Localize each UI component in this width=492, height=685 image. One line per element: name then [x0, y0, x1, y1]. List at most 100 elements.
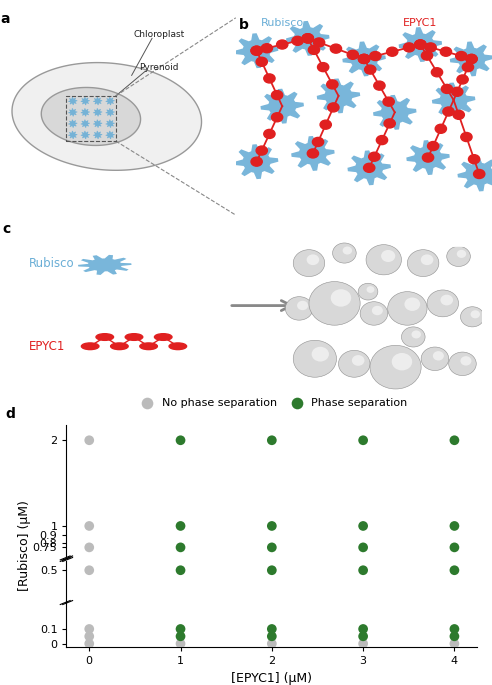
- Polygon shape: [235, 34, 278, 68]
- Circle shape: [452, 87, 463, 97]
- Circle shape: [264, 129, 275, 138]
- Polygon shape: [106, 97, 115, 105]
- Point: [451, 623, 459, 634]
- Text: [Rubisco] (μM): [Rubisco] (μM): [18, 500, 31, 591]
- Circle shape: [313, 38, 325, 47]
- Polygon shape: [81, 108, 90, 116]
- Circle shape: [359, 54, 369, 64]
- Polygon shape: [68, 131, 77, 139]
- Circle shape: [342, 247, 352, 255]
- Polygon shape: [68, 120, 77, 128]
- Circle shape: [140, 343, 157, 349]
- Circle shape: [308, 149, 318, 158]
- Circle shape: [468, 155, 480, 164]
- Circle shape: [317, 62, 329, 72]
- Polygon shape: [399, 27, 442, 62]
- Circle shape: [369, 51, 381, 60]
- Text: EPYC1: EPYC1: [403, 18, 437, 28]
- Polygon shape: [68, 97, 77, 105]
- Polygon shape: [93, 97, 102, 105]
- Polygon shape: [291, 136, 335, 171]
- Polygon shape: [406, 140, 450, 175]
- Circle shape: [312, 138, 324, 147]
- Circle shape: [461, 356, 471, 366]
- Point: [359, 435, 367, 446]
- Circle shape: [388, 292, 427, 325]
- Point: [177, 564, 184, 575]
- Circle shape: [372, 306, 383, 315]
- Polygon shape: [347, 151, 391, 186]
- Circle shape: [401, 327, 425, 347]
- Circle shape: [443, 107, 454, 116]
- Circle shape: [365, 65, 376, 74]
- Text: Chloroplast: Chloroplast: [133, 29, 184, 39]
- Circle shape: [111, 343, 128, 349]
- Circle shape: [320, 120, 331, 129]
- Circle shape: [347, 50, 359, 60]
- Circle shape: [381, 250, 395, 262]
- Circle shape: [308, 45, 320, 54]
- Circle shape: [169, 343, 186, 349]
- Point: [85, 435, 93, 446]
- Circle shape: [264, 74, 275, 83]
- Point: [268, 631, 276, 642]
- Point: [451, 564, 459, 575]
- Circle shape: [415, 40, 426, 49]
- Circle shape: [302, 34, 313, 43]
- Circle shape: [428, 142, 439, 151]
- Circle shape: [311, 347, 329, 362]
- Circle shape: [307, 254, 319, 265]
- Circle shape: [360, 301, 388, 325]
- Polygon shape: [260, 89, 304, 124]
- Circle shape: [293, 250, 325, 277]
- Polygon shape: [458, 157, 492, 191]
- Point: [451, 638, 459, 649]
- Circle shape: [330, 44, 341, 53]
- Circle shape: [384, 119, 395, 128]
- Circle shape: [277, 40, 288, 49]
- Circle shape: [431, 68, 443, 77]
- Polygon shape: [373, 95, 417, 130]
- Circle shape: [421, 254, 433, 265]
- Text: c: c: [2, 223, 11, 236]
- Circle shape: [425, 43, 436, 52]
- Polygon shape: [12, 62, 202, 171]
- Point: [268, 638, 276, 649]
- Point: [451, 631, 459, 642]
- Point: [268, 542, 276, 553]
- Circle shape: [366, 245, 401, 275]
- Circle shape: [421, 347, 449, 371]
- Circle shape: [367, 286, 374, 293]
- Circle shape: [359, 54, 369, 64]
- Circle shape: [370, 345, 421, 389]
- Circle shape: [462, 62, 474, 72]
- Polygon shape: [93, 131, 102, 139]
- Polygon shape: [106, 131, 115, 139]
- Circle shape: [411, 330, 421, 338]
- Polygon shape: [93, 120, 102, 128]
- Polygon shape: [81, 120, 90, 128]
- Circle shape: [96, 334, 114, 340]
- Point: [177, 638, 184, 649]
- Circle shape: [154, 334, 172, 340]
- Circle shape: [449, 352, 476, 375]
- Circle shape: [423, 153, 433, 162]
- Circle shape: [427, 290, 459, 317]
- Circle shape: [256, 146, 267, 155]
- Circle shape: [474, 169, 485, 179]
- Polygon shape: [432, 83, 475, 118]
- Polygon shape: [317, 79, 360, 114]
- Circle shape: [272, 113, 283, 122]
- Circle shape: [404, 297, 420, 311]
- Circle shape: [387, 47, 398, 56]
- Point: [359, 638, 367, 649]
- Circle shape: [440, 295, 453, 306]
- Point: [85, 638, 93, 649]
- Circle shape: [466, 54, 477, 64]
- Circle shape: [251, 46, 262, 55]
- Point: [85, 631, 93, 642]
- Point: [177, 435, 184, 446]
- Circle shape: [251, 46, 262, 55]
- Circle shape: [302, 34, 313, 43]
- Circle shape: [392, 353, 412, 371]
